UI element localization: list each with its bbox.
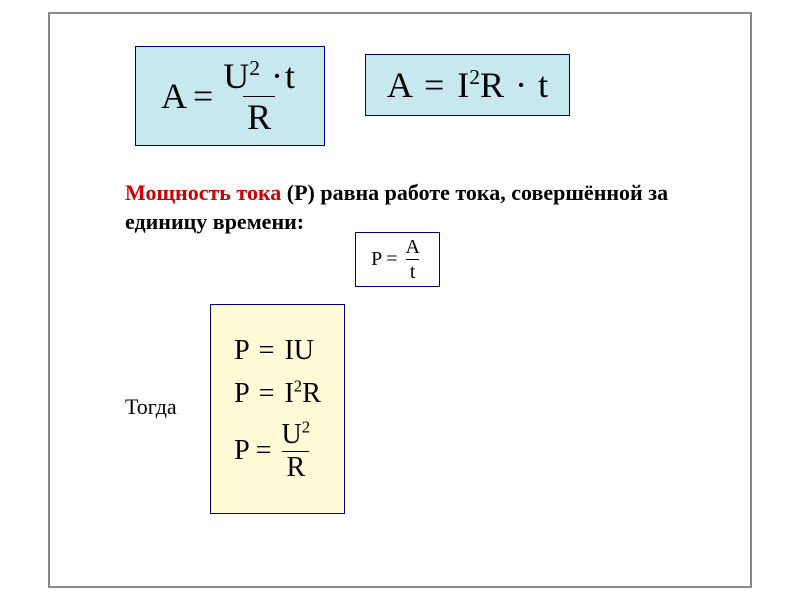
f3-eq: =	[386, 248, 397, 271]
f1-den: R	[243, 96, 275, 135]
f4-line3: P = U2 R	[234, 421, 314, 482]
f4-l3-fraction: U2 R	[278, 421, 315, 482]
f1-num-sup: 2	[249, 56, 260, 80]
f4-line2: P = I2R	[234, 379, 321, 410]
f3-lhs: P	[371, 248, 382, 271]
f4-l3-num-u: U	[282, 419, 302, 450]
f2-i: I	[457, 65, 469, 105]
formula-work-current: A = I2R · t	[365, 54, 570, 116]
formula-power-def: P = A t	[355, 232, 440, 287]
f4-l2-eq: =	[256, 378, 278, 409]
f1-fraction: U2 ·t R	[219, 58, 299, 135]
togda-label: Тогда	[125, 394, 177, 420]
f3-num: A	[401, 237, 423, 259]
formula-power-variants: P = IU P = I2R P = U2 R	[210, 304, 345, 514]
f4-l1-lhs: P	[234, 335, 249, 366]
f4-l2-r: R	[302, 378, 321, 409]
slide-frame: A = U2 ·t R A = I2R · t Мощность тока (P…	[48, 12, 752, 588]
f2-lhs: A	[387, 65, 411, 105]
f2-eq: =	[420, 65, 448, 105]
f1-eq: =	[193, 75, 213, 117]
f3-fraction: A t	[401, 237, 423, 282]
f2-sup: 2	[469, 65, 480, 89]
f4-l3-eq: =	[254, 436, 274, 467]
def-red: Мощность тока	[125, 180, 281, 205]
power-definition: Мощность тока (P) равна работе тока, сов…	[125, 179, 745, 236]
f4-l2-i: I	[284, 378, 293, 409]
f4-l1-eq: =	[256, 335, 278, 366]
f1-num-t: t	[285, 56, 295, 96]
f1-num-u: U	[223, 56, 249, 96]
f4-l2-lhs: P	[234, 378, 249, 409]
f2-dot: ·	[513, 65, 529, 105]
f1-lhs: A	[161, 75, 187, 117]
f4-line1: P = IU	[234, 336, 314, 367]
formula-work-voltage: A = U2 ·t R	[135, 46, 325, 146]
f2-r: R	[480, 65, 504, 105]
f4-l3-den: R	[282, 451, 309, 482]
f4-l2-sup: 2	[294, 376, 302, 395]
f1-dot: ·	[269, 56, 285, 96]
f4-l3-lhs: P	[234, 436, 250, 467]
f2-t: t	[538, 65, 548, 105]
f4-l3-num-sup: 2	[302, 418, 310, 437]
f3-den: t	[406, 259, 420, 282]
f4-l1-rhs: IU	[284, 335, 314, 366]
